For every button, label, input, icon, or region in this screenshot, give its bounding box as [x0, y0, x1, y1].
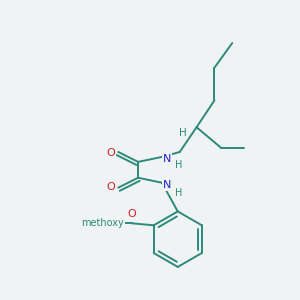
Text: H: H	[175, 160, 182, 170]
Text: H: H	[179, 128, 187, 138]
Text: N: N	[163, 180, 171, 190]
Text: O: O	[106, 148, 115, 158]
Text: methoxy: methoxy	[81, 218, 124, 228]
Text: O: O	[106, 182, 115, 192]
Text: H: H	[175, 188, 182, 198]
Text: N: N	[163, 154, 171, 164]
Text: O: O	[128, 209, 136, 219]
